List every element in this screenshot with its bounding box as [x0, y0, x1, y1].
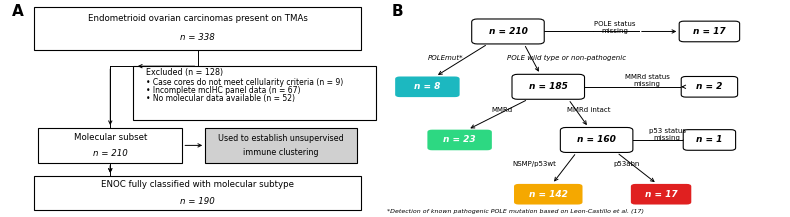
- Text: n = 8: n = 8: [414, 82, 441, 91]
- Text: A: A: [12, 4, 24, 19]
- FancyBboxPatch shape: [38, 128, 182, 163]
- Text: Endometrioid ovarian carcinomas present on TMAs: Endometrioid ovarian carcinomas present …: [88, 14, 307, 23]
- FancyBboxPatch shape: [205, 128, 357, 163]
- FancyBboxPatch shape: [512, 74, 585, 99]
- Text: n = 17: n = 17: [693, 27, 726, 36]
- Text: B: B: [391, 4, 403, 19]
- Text: p53abn: p53abn: [614, 161, 640, 167]
- Text: Molecular subset: Molecular subset: [73, 133, 147, 142]
- FancyBboxPatch shape: [427, 130, 492, 150]
- Text: POLEmut*: POLEmut*: [427, 54, 463, 61]
- Text: • Incomplete mcIHC panel data (n = 67): • Incomplete mcIHC panel data (n = 67): [146, 86, 301, 95]
- Text: n = 17: n = 17: [645, 190, 677, 199]
- Text: NSMP/p53wt: NSMP/p53wt: [512, 161, 556, 167]
- Text: n = 190: n = 190: [180, 197, 215, 206]
- FancyBboxPatch shape: [395, 77, 460, 97]
- Text: n = 210: n = 210: [488, 27, 528, 36]
- FancyBboxPatch shape: [631, 184, 691, 204]
- FancyBboxPatch shape: [35, 176, 360, 210]
- Text: ENOC fully classified with molecular subtype: ENOC fully classified with molecular sub…: [101, 180, 294, 189]
- FancyBboxPatch shape: [683, 130, 735, 150]
- Text: MMRd status
missing: MMRd status missing: [625, 74, 669, 87]
- Text: immune clustering: immune clustering: [243, 148, 318, 157]
- FancyBboxPatch shape: [35, 7, 360, 50]
- Text: n = 2: n = 2: [696, 82, 723, 91]
- Text: n = 338: n = 338: [180, 33, 215, 43]
- Text: Used to establish unsupervised: Used to establish unsupervised: [218, 134, 344, 143]
- Text: MMRd intact: MMRd intact: [566, 107, 611, 113]
- FancyBboxPatch shape: [472, 19, 544, 44]
- Text: MMRd: MMRd: [491, 107, 513, 113]
- Text: n = 160: n = 160: [577, 135, 616, 145]
- FancyBboxPatch shape: [560, 128, 633, 153]
- Text: POLE status
missing: POLE status missing: [594, 21, 635, 34]
- Text: n = 142: n = 142: [529, 190, 568, 199]
- Text: • Case cores do not meet cellularity criteria (n = 9): • Case cores do not meet cellularity cri…: [146, 77, 344, 87]
- Text: p53 status
missing: p53 status missing: [649, 128, 686, 141]
- FancyBboxPatch shape: [679, 21, 739, 42]
- Text: POLE wild type or non-pathogenic: POLE wild type or non-pathogenic: [507, 54, 626, 61]
- Text: Excluded (n = 128): Excluded (n = 128): [146, 68, 224, 77]
- Text: *Detection of known pathogenic POLE mutation based on Leon-Castillo et al. (17): *Detection of known pathogenic POLE muta…: [387, 209, 644, 214]
- Text: n = 210: n = 210: [93, 149, 128, 158]
- Text: • No molecular data available (n = 52): • No molecular data available (n = 52): [146, 94, 295, 103]
- Text: n = 185: n = 185: [529, 82, 568, 91]
- Text: n = 1: n = 1: [696, 135, 723, 145]
- FancyBboxPatch shape: [133, 66, 376, 120]
- FancyBboxPatch shape: [514, 184, 582, 204]
- Text: n = 23: n = 23: [443, 135, 476, 145]
- FancyBboxPatch shape: [681, 77, 738, 97]
